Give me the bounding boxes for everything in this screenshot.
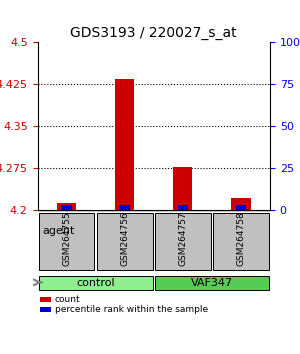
- FancyBboxPatch shape: [213, 213, 269, 270]
- Bar: [236, 205, 246, 210]
- Bar: [231, 198, 250, 210]
- Bar: [40, 307, 51, 312]
- FancyBboxPatch shape: [97, 213, 153, 270]
- Text: agent: agent: [42, 226, 74, 236]
- Text: GSM264756: GSM264756: [120, 211, 129, 266]
- Bar: [61, 205, 72, 210]
- Text: VAF347: VAF347: [191, 278, 233, 288]
- Bar: [119, 205, 130, 210]
- Bar: [40, 297, 51, 302]
- Text: percentile rank within the sample: percentile rank within the sample: [55, 305, 208, 314]
- Bar: [115, 79, 134, 210]
- FancyBboxPatch shape: [39, 213, 94, 270]
- Text: GSM264755: GSM264755: [62, 211, 71, 266]
- FancyBboxPatch shape: [155, 213, 211, 270]
- Text: GSM264758: GSM264758: [236, 211, 245, 266]
- Text: control: control: [76, 278, 115, 288]
- Bar: [173, 167, 192, 210]
- Bar: [178, 205, 188, 210]
- FancyBboxPatch shape: [155, 276, 269, 290]
- Text: GSM264757: GSM264757: [178, 211, 187, 266]
- Bar: [57, 203, 76, 210]
- FancyBboxPatch shape: [39, 276, 153, 290]
- Text: count: count: [55, 295, 81, 304]
- Title: GDS3193 / 220027_s_at: GDS3193 / 220027_s_at: [70, 26, 237, 40]
